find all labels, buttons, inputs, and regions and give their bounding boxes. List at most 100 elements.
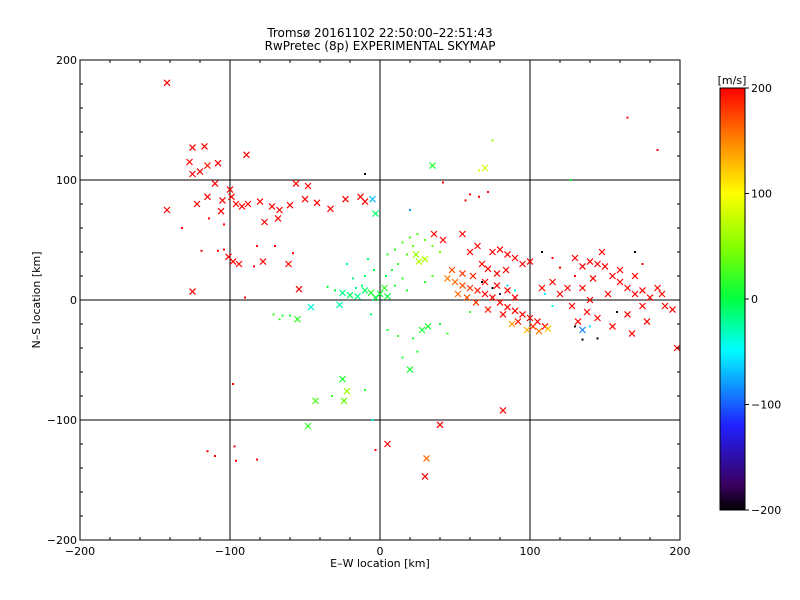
data-point-x: [163, 79, 171, 87]
x-tick-label: 200: [670, 545, 691, 558]
data-point-x: [372, 294, 379, 302]
data-point-x: [361, 286, 369, 294]
data-point-dot: [386, 329, 389, 331]
data-point-x: [336, 301, 343, 309]
data-point-x: [624, 284, 631, 292]
data-point-x: [481, 278, 489, 286]
data-point-x: [523, 326, 531, 334]
data-point-x: [586, 258, 594, 266]
data-point-x: [163, 206, 171, 214]
data-point-x: [372, 210, 379, 218]
data-point-x: [504, 286, 511, 294]
data-point-x: [304, 422, 312, 430]
data-point-x: [384, 292, 391, 300]
data-point-x: [504, 303, 511, 311]
data-point-x: [376, 290, 384, 298]
data-point-dot: [217, 249, 219, 252]
y-tick-label: 0: [70, 294, 77, 307]
colorbar-tick-label: −100: [751, 399, 781, 412]
data-point-dot: [656, 149, 659, 151]
data-point-dot: [478, 195, 480, 198]
data-point-dot: [541, 251, 543, 253]
data-point-x: [285, 260, 292, 268]
data-point-x: [421, 472, 429, 480]
data-point-x: [669, 306, 676, 314]
data-point-x: [481, 164, 489, 172]
data-point-x: [654, 284, 661, 292]
data-point-dot: [464, 199, 467, 202]
data-point-dot: [412, 245, 414, 247]
data-point-x: [463, 294, 471, 302]
data-point-dot: [439, 323, 441, 325]
data-point-x: [489, 248, 496, 256]
colorbar-tick-label: 0: [751, 293, 758, 306]
colorbar-tick-label: 100: [751, 188, 772, 201]
data-point-dot: [289, 314, 291, 317]
data-point-x: [276, 206, 283, 214]
data-point-x: [579, 326, 586, 334]
data-point-dot: [469, 193, 471, 196]
data-point-dot: [367, 258, 369, 261]
data-point-x: [211, 180, 219, 188]
data-point-dot: [634, 251, 636, 253]
data-point-x: [294, 315, 301, 323]
chart-title: Tromsø 20161102 22:50:00–22:51:43: [266, 26, 492, 40]
data-point-x: [502, 266, 510, 274]
data-point-dot: [371, 419, 374, 421]
data-point-dot: [412, 337, 414, 340]
data-point-x: [624, 310, 631, 318]
data-point-dot: [334, 289, 336, 292]
plot-points: [163, 79, 681, 480]
data-point-x: [583, 308, 591, 316]
data-point-x: [444, 274, 451, 282]
x-axis-ticks: −200 −100 0 100 200: [65, 60, 691, 558]
data-point-dot: [208, 217, 210, 220]
data-point-dot: [223, 248, 225, 251]
data-point-x: [499, 406, 507, 414]
data-point-x: [274, 214, 282, 222]
data-point-x: [286, 201, 294, 209]
data-point-x: [519, 310, 526, 318]
data-point-x: [574, 318, 582, 326]
data-point-x: [616, 266, 624, 274]
data-point-x: [261, 218, 268, 226]
data-point-dot: [514, 289, 516, 292]
data-point-dot: [478, 169, 480, 172]
data-point-x: [496, 298, 504, 306]
data-point-x: [538, 284, 546, 292]
data-point-x: [511, 294, 519, 302]
data-point-x: [189, 288, 196, 296]
colorbar-label: [m/s]: [718, 74, 747, 87]
data-point-dot: [439, 251, 441, 253]
data-point-x: [481, 290, 489, 298]
data-point-x: [474, 286, 481, 294]
data-point-x: [415, 258, 423, 266]
data-point-x: [564, 284, 571, 292]
data-point-dot: [346, 263, 348, 265]
data-point-x: [594, 314, 601, 322]
data-point-x: [484, 306, 492, 314]
data-point-x: [459, 282, 466, 290]
data-point-dot: [235, 459, 237, 462]
data-point-x: [228, 193, 235, 201]
data-point-dot: [641, 263, 644, 265]
data-point-dot: [200, 249, 203, 252]
data-point-x: [504, 250, 511, 258]
data-point-dot: [272, 313, 275, 316]
data-point-x: [514, 318, 522, 326]
data-point-x: [421, 255, 429, 263]
data-point-dot: [469, 311, 471, 313]
data-point-dot: [331, 395, 333, 397]
plot-grid: [80, 60, 680, 540]
data-point-dot: [442, 181, 444, 184]
data-point-x: [658, 290, 666, 298]
data-point-dot: [581, 338, 584, 341]
data-point-dot: [551, 305, 554, 307]
data-point-x: [631, 272, 639, 280]
data-point-x: [643, 318, 651, 326]
data-point-dot: [416, 233, 419, 235]
data-point-x: [424, 322, 432, 330]
data-point-dot: [256, 458, 258, 461]
x-tick-label: −100: [215, 545, 245, 558]
